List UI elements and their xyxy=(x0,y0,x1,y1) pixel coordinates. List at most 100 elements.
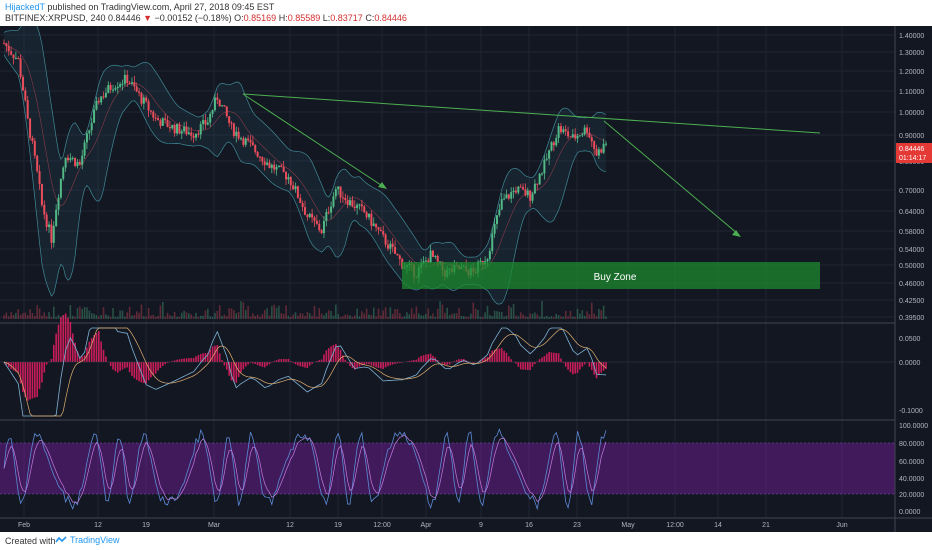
volume-bar xyxy=(349,315,351,319)
author-link[interactable]: HijackedT xyxy=(5,2,45,12)
macd-hist-bar xyxy=(377,362,380,368)
candle xyxy=(74,157,77,166)
macd-hist-bar xyxy=(325,350,328,362)
macd-hist-bar xyxy=(15,362,17,372)
candle xyxy=(512,190,515,193)
candle xyxy=(97,100,100,103)
candle xyxy=(235,131,238,136)
volume-bar xyxy=(50,316,53,319)
volume-bar xyxy=(169,315,171,319)
macd-hist-bar xyxy=(567,362,569,370)
low-label: L: xyxy=(322,13,331,23)
macd-hist-bar xyxy=(380,362,382,369)
macd-hist-bar xyxy=(500,348,503,362)
candle xyxy=(128,82,131,84)
close-label: C: xyxy=(365,13,375,23)
candle xyxy=(479,260,482,262)
volume-bar xyxy=(458,308,460,319)
volume-bar xyxy=(29,309,31,319)
price-tick: 1.40000 xyxy=(899,33,924,40)
candle xyxy=(107,85,110,93)
volume-bar xyxy=(157,315,159,319)
macd-hist-bar xyxy=(441,362,444,364)
volume-bar xyxy=(531,313,534,319)
macd-hist-bar xyxy=(335,343,337,362)
candle xyxy=(221,105,224,107)
candle xyxy=(268,162,271,168)
down-arrow-2 xyxy=(603,120,741,237)
chart-canvas[interactable]: Buy Zone 1.40000 1.30000 1.20000 1.10000… xyxy=(0,26,932,532)
volume-bar xyxy=(190,314,193,319)
volume-bar xyxy=(209,316,211,319)
candle xyxy=(557,126,560,139)
candle xyxy=(50,224,53,243)
macd-hist-bar xyxy=(517,362,520,367)
candle xyxy=(104,92,107,98)
volume-bar xyxy=(365,308,368,319)
volume-bar xyxy=(24,312,27,319)
macd-hist-bar xyxy=(422,355,425,362)
countdown-value: 01:14:17 xyxy=(899,155,926,162)
tradingview-brand[interactable]: TradingView xyxy=(55,535,120,545)
macd-hist-bar xyxy=(209,349,211,362)
volume-bar xyxy=(275,307,278,319)
macd-hist-bar xyxy=(311,362,313,364)
volume-bar xyxy=(515,315,517,319)
volume-bar xyxy=(560,316,562,319)
volume-bar xyxy=(95,314,98,319)
candle xyxy=(550,142,553,151)
macd-hist-bar xyxy=(133,362,136,379)
candle xyxy=(559,126,562,133)
volume-bar xyxy=(339,316,342,319)
volume-bar xyxy=(541,300,543,319)
price-tick: 1.20000 xyxy=(899,69,924,76)
volume-bar xyxy=(543,316,546,319)
volume-bar xyxy=(451,313,453,319)
volume-bar xyxy=(79,306,81,319)
volume-bar xyxy=(126,312,129,319)
stoch-k xyxy=(3,428,607,511)
macd-hist-bar xyxy=(538,359,541,362)
volume-bar xyxy=(377,308,380,319)
candle xyxy=(192,135,195,138)
macd-axis[interactable]: 0.0500 0.0000 -0.1000 xyxy=(899,336,923,415)
macd-hist-bar xyxy=(138,362,140,382)
volume-bar xyxy=(579,313,581,319)
candle xyxy=(517,186,520,193)
volume-bar xyxy=(323,315,325,319)
time-axis[interactable]: Feb 12 19 Mar 12 19 12:00 Apr 9 16 23 Ma… xyxy=(18,522,848,529)
macd-hist-bar xyxy=(353,362,356,370)
candle xyxy=(64,157,67,168)
candle xyxy=(306,214,309,217)
candle xyxy=(434,256,437,258)
candle xyxy=(370,213,373,226)
macd-hist-bar xyxy=(90,338,93,362)
candle xyxy=(382,231,385,235)
time-label: Mar xyxy=(208,522,221,529)
volume-bar xyxy=(86,307,88,319)
macd-hist-bar xyxy=(19,362,22,384)
volume-bar xyxy=(195,312,197,319)
macd-hist-bar xyxy=(216,345,219,362)
macd-hist-bar xyxy=(531,362,534,367)
macd-hist-bar xyxy=(472,362,475,364)
volume-bar xyxy=(109,316,112,319)
volume-bar xyxy=(69,304,72,319)
candle xyxy=(90,122,93,131)
candle xyxy=(360,204,363,207)
macd-hist-bar xyxy=(292,362,294,363)
macd-hist-bar xyxy=(534,362,536,365)
candle xyxy=(486,259,489,262)
macd-hist-bar xyxy=(595,362,598,379)
stoch-axis[interactable]: 100.0000 80.0000 60.0000 40.0000 20.0000… xyxy=(899,423,928,516)
macd-hist-bar xyxy=(536,361,539,362)
candle xyxy=(301,203,304,208)
macd-hist-bar xyxy=(109,362,112,367)
macd-hist-bar xyxy=(197,355,200,362)
candle xyxy=(55,209,58,226)
volume-bar xyxy=(12,314,15,319)
volume-bar xyxy=(583,315,586,319)
candle xyxy=(112,89,115,91)
macd-hist-bar xyxy=(247,362,249,365)
macd-hist-bar xyxy=(363,362,366,365)
